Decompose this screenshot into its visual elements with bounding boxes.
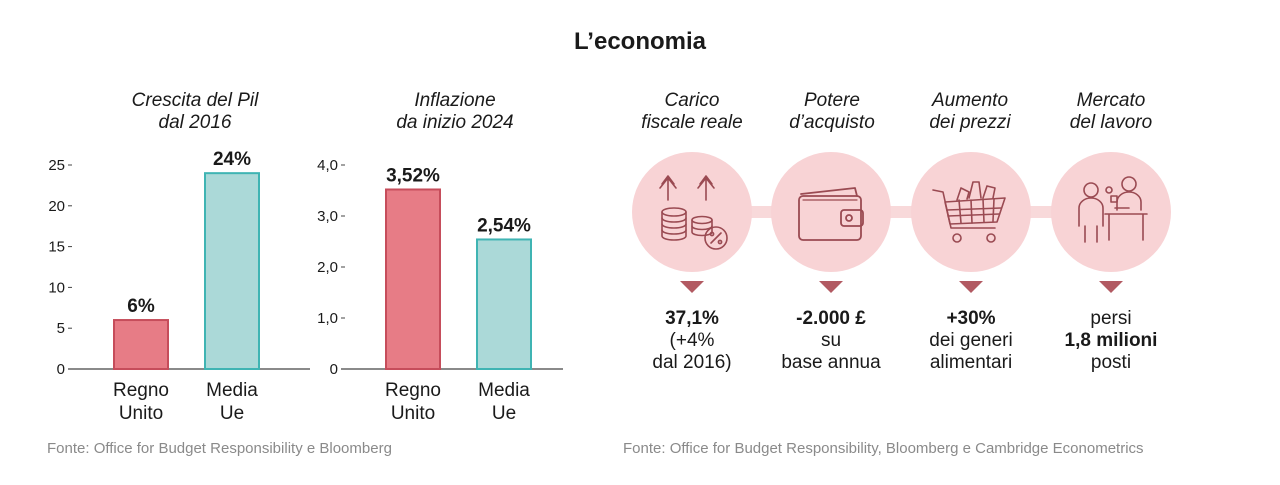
category-label: Unito	[391, 403, 435, 424]
wallet-icon	[798, 187, 864, 241]
indicator-text-prices-value: +30%	[946, 308, 996, 329]
indicator-title-purchasing: Potere d’acquisto	[752, 90, 912, 134]
inflation-chart-title-line-1: Inflazione	[414, 90, 496, 111]
indicator-text-purchasing-line-3: base annua	[781, 352, 881, 373]
y-tick-label: 2,0	[317, 259, 338, 276]
y-tick-label: 4,0	[317, 157, 338, 174]
job-interview-icon	[1078, 176, 1148, 243]
y-tick-label: 5	[57, 320, 65, 337]
indicator-text-tax-line-2: (+4%	[669, 330, 715, 351]
indicator-text-labour-line-3: posti	[1090, 352, 1132, 373]
indicator-title-purchasing-line-1: Potere	[804, 90, 860, 111]
bar-value-label: 24%	[213, 149, 251, 170]
page-title: L’economia	[573, 28, 707, 55]
bar-regno-unito	[113, 319, 169, 370]
gdp-chart-title-line-1: Crescita del Pil	[131, 90, 259, 111]
indicator-circle-purchasing	[771, 152, 891, 272]
y-tick-label: 3,0	[317, 208, 338, 225]
indicator-text-tax: 37,1% (+4% dal 2016)	[612, 308, 772, 374]
bar-value-label: 3,52%	[386, 165, 440, 186]
pointer-triangle-labour	[1099, 281, 1123, 293]
y-tick-label: 25	[48, 157, 65, 174]
inflation-chart-title: Inflazione da inizio 2024	[355, 90, 555, 134]
indicator-text-tax-line-3: dal 2016)	[652, 352, 732, 373]
indicator-text-purchasing-value: -2.000 £	[796, 308, 866, 329]
tax-coins-icon	[659, 175, 728, 250]
indicator-text-labour-value: 1,8 milioni	[1064, 330, 1158, 351]
pointer-triangle-prices	[959, 281, 983, 293]
y-tick-label: 10	[48, 279, 65, 296]
y-tick-label: 20	[48, 198, 65, 215]
indicator-text-prices-line-2: dei generi	[929, 330, 1013, 351]
indicator-title-prices-line-1: Aumento	[931, 90, 1009, 111]
source-left: Fonte: Office for Budget Responsibility …	[47, 440, 392, 457]
indicator-circle-prices	[911, 152, 1031, 272]
y-tick-label: 0	[57, 361, 65, 378]
indicator-title-tax-line-2: fiscale reale	[641, 112, 743, 133]
indicator-title-prices-line-2: dei prezzi	[929, 112, 1011, 133]
y-tick-label: 1,0	[317, 310, 338, 327]
indicator-title-tax: Carico fiscale reale	[612, 90, 772, 134]
indicator-text-labour-line-1: persi	[1090, 308, 1132, 329]
category-label: Regno	[385, 380, 441, 401]
gdp-chart-title: Crescita del Pil dal 2016	[95, 90, 295, 134]
indicator-text-purchasing: -2.000 £ su base annua	[751, 308, 911, 374]
category-label: Ue	[492, 403, 516, 424]
category-label: Media	[206, 380, 258, 401]
shopping-cart-icon	[932, 181, 1006, 243]
indicator-circle-labour	[1051, 152, 1171, 272]
y-tick-label: 0	[330, 361, 338, 378]
indicator-title-labour-line-1: Mercato	[1076, 90, 1146, 111]
indicator-title-labour: Mercato del lavoro	[1031, 90, 1191, 134]
indicator-title-prices: Aumento dei prezzi	[890, 90, 1050, 134]
category-label: Media	[478, 380, 530, 401]
bar-regno-unito	[385, 188, 441, 371]
indicator-text-purchasing-line-2: su	[820, 330, 842, 351]
indicator-text-labour: persi 1,8 milioni posti	[1031, 308, 1191, 374]
indicator-title-labour-line-2: del lavoro	[1069, 112, 1153, 133]
y-tick-label: 15	[48, 239, 65, 256]
bar-value-label: 2,54%	[477, 215, 531, 236]
indicator-circle-tax	[632, 152, 752, 272]
bar-media-ue	[204, 172, 260, 370]
bar-media-ue	[476, 238, 532, 370]
inflation-chart-title-line-2: da inizio 2024	[396, 112, 514, 133]
indicator-title-tax-line-1: Carico	[664, 90, 720, 111]
category-label: Regno	[113, 380, 169, 401]
source-right: Fonte: Office for Budget Responsibility,…	[623, 440, 1144, 457]
pointer-triangle-tax	[680, 281, 704, 293]
indicator-text-prices-line-3: alimentari	[929, 352, 1013, 373]
indicator-text-tax-value: 37,1%	[665, 308, 719, 329]
pointer-triangle-purchasing	[819, 281, 843, 293]
bar-value-label: 6%	[127, 296, 155, 317]
indicator-text-prices: +30% dei generi alimentari	[891, 308, 1051, 374]
category-label: Unito	[119, 403, 163, 424]
indicator-title-purchasing-line-2: d’acquisto	[789, 112, 875, 133]
gdp-chart-title-line-2: dal 2016	[158, 112, 232, 133]
category-label: Ue	[220, 403, 244, 424]
